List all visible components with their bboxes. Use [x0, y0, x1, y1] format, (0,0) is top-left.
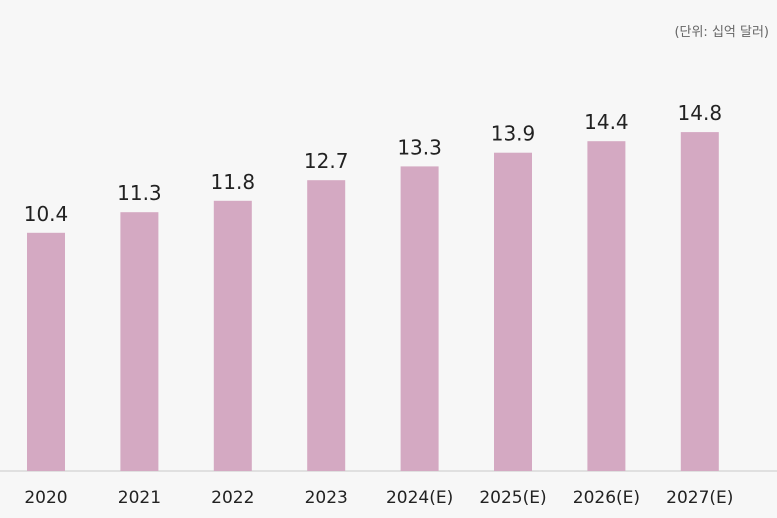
bar-2024(E) [400, 166, 439, 471]
x-tick-label-2024(E): 2024(E) [386, 488, 453, 508]
value-label-2020: 10.4 [24, 202, 69, 226]
bar-2022 [213, 200, 252, 472]
value-label-2026(E): 14.4 [584, 110, 629, 134]
value-label-2022: 11.8 [211, 170, 256, 194]
bar-2026(E) [587, 141, 626, 471]
bar-2020 [27, 232, 65, 471]
x-tick-label-2021: 2021 [118, 488, 161, 508]
x-tick-label-2023: 2023 [305, 488, 348, 508]
bar-2023 [307, 180, 346, 471]
x-tick-label-2026(E): 2026(E) [573, 488, 640, 508]
value-label-2021: 11.3 [117, 181, 162, 205]
x-tick-label-2022: 2022 [211, 488, 254, 508]
value-label-2023: 12.7 [304, 149, 349, 173]
unit-label: (단위: 십억 달러) [674, 25, 769, 40]
bar-2025(E) [494, 152, 532, 471]
bar-2027(E) [680, 132, 719, 471]
bar-2021 [120, 212, 159, 471]
value-labels-group: 10.4 11.3 11.8 12.7 13.3 13.9 14.4 14.8 [24, 101, 722, 226]
value-label-2024(E): 13.3 [397, 135, 442, 159]
x-tick-label-2025(E): 2025(E) [479, 488, 546, 508]
x-tick-label-2027(E): 2027(E) [666, 488, 733, 508]
value-label-2027(E): 14.8 [678, 101, 723, 125]
x-tick-labels-group: 2020 2021 2022 2023 2024(E) 2025(E) 2026(E) 202… [24, 488, 733, 508]
bars-group [27, 132, 719, 472]
value-label-2025(E): 13.9 [491, 122, 536, 146]
x-tick-label-2020: 2020 [24, 488, 67, 508]
